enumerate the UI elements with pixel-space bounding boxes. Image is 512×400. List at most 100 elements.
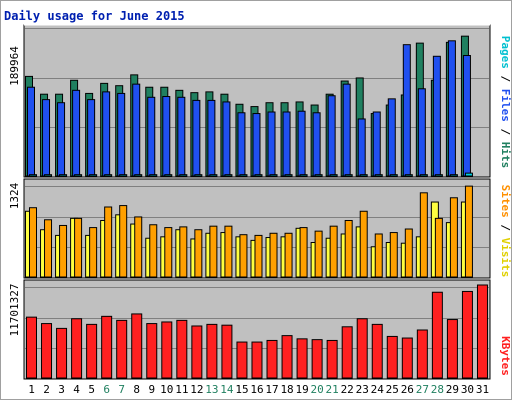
kbytes-bar [236, 341, 248, 379]
pages-bar [464, 172, 473, 177]
legend-files: Files [499, 89, 512, 122]
files-bar [117, 92, 126, 177]
files-bar [87, 99, 96, 177]
pages-bar [179, 174, 188, 177]
pages-bar [29, 174, 37, 177]
files-bar [327, 95, 336, 177]
sites-bar [59, 224, 68, 278]
files-bar [57, 102, 66, 177]
sites-bar [149, 224, 158, 278]
pages-bar [374, 174, 383, 177]
kbytes-bar [86, 323, 98, 379]
sites-bar [179, 226, 188, 278]
visits-panel-max-value: 1324 [8, 182, 21, 209]
files-bar [162, 96, 171, 177]
sites-bar [344, 219, 353, 278]
x-tick-label-26: 26 [401, 383, 414, 396]
pages-bar [389, 174, 398, 177]
kbytes-bar [371, 323, 383, 379]
pages-bar [404, 174, 413, 177]
sites-bar [194, 229, 203, 278]
kbytes-bar [176, 319, 188, 379]
pages-bar [254, 174, 263, 177]
x-tick-label-8: 8 [133, 383, 140, 396]
x-tick-label-1: 1 [28, 383, 35, 396]
files-bar [237, 112, 246, 177]
chart-title: Daily usage for June 2015 [4, 9, 185, 23]
x-tick-label-28: 28 [431, 383, 444, 396]
files-bar [147, 96, 156, 177]
x-tick-label-13: 13 [205, 383, 218, 396]
kbytes-bar [311, 339, 323, 379]
sites-bar [449, 197, 458, 278]
sites-visits-panel: 1324 Sites / Visits [8, 178, 512, 279]
pages-bar [239, 174, 248, 177]
x-tick-label-17: 17 [265, 383, 278, 396]
files-bar [387, 98, 396, 177]
files-bar [27, 86, 35, 177]
pages-bar [269, 174, 278, 177]
kbytes-bar [416, 329, 428, 379]
pages-bar [449, 174, 458, 177]
kbytes-bar [476, 284, 488, 379]
files-bar [417, 88, 426, 177]
sites-bar [314, 230, 323, 278]
sites-bar [374, 233, 383, 278]
files-bar [312, 112, 321, 177]
kbytes-bar [401, 337, 413, 379]
kbytes-bar [221, 324, 233, 379]
files-bar [222, 101, 231, 177]
legend-sites: Sites [499, 185, 512, 218]
pages-bar [329, 174, 338, 177]
sites-bar [329, 225, 338, 278]
kbytes-bar [41, 323, 53, 379]
sites-bar [134, 216, 143, 278]
sites-bar [89, 227, 98, 278]
sites-bar [104, 206, 113, 278]
files-bar [252, 113, 261, 177]
pages-bar [74, 174, 83, 177]
files-bar [267, 111, 276, 177]
pages-bar [119, 174, 128, 177]
legend-visits: Visits [499, 238, 512, 278]
legend-separator: / [499, 69, 512, 89]
x-tick-label-4: 4 [73, 383, 80, 396]
kbytes-bar [146, 323, 158, 379]
sites-bar [284, 232, 293, 278]
x-tick-label-5: 5 [88, 383, 95, 396]
kbytes-bar [386, 335, 398, 379]
pages-bar [344, 174, 353, 177]
x-tick-label-27: 27 [416, 383, 429, 396]
pages-bar [59, 174, 68, 177]
sites-bar [464, 185, 473, 278]
files-bar [402, 44, 411, 177]
files-bar [102, 91, 111, 177]
visits-panel-legend: Sites / Visits [499, 185, 512, 278]
files-bar [72, 89, 81, 177]
kbytes-bar [56, 327, 68, 379]
pages-bar [44, 174, 53, 177]
kbytes-bar [341, 326, 353, 379]
pages-bar [89, 174, 98, 177]
hits-panel-bars [25, 35, 473, 177]
kbytes-bar [161, 321, 173, 379]
hits-panel-max-value: 189964 [8, 46, 21, 86]
x-tick-label-24: 24 [371, 383, 385, 396]
kbytes-bar [206, 323, 218, 379]
pages-bar [434, 174, 443, 177]
sites-bar [74, 217, 83, 278]
files-bar [132, 83, 141, 177]
kbytes-bar [26, 316, 37, 379]
sites-bar [269, 232, 278, 278]
x-tick-label-23: 23 [356, 383, 369, 396]
kbytes-bar [71, 318, 83, 379]
x-tick-label-12: 12 [190, 383, 203, 396]
x-tick-label-22: 22 [341, 383, 354, 396]
legend-separator: / [499, 122, 512, 142]
hits-files-pages-panel: 189964 Pages / Files / Hits [8, 24, 512, 178]
x-tick-label-20: 20 [311, 383, 324, 396]
hits-panel-legend: Pages / Files / Hits [499, 36, 512, 169]
kbytes-panel: 11701327 KBytes [8, 279, 512, 380]
